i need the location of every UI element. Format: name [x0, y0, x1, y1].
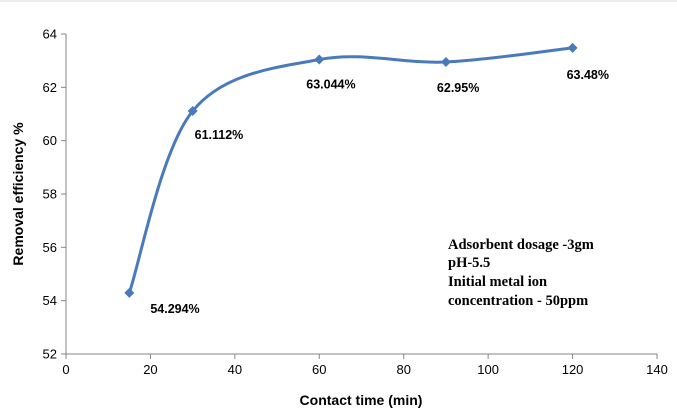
data-point-marker	[567, 42, 578, 53]
data-point-marker	[314, 54, 325, 65]
data-label: 63.044%	[306, 77, 355, 91]
data-point-marker	[124, 287, 135, 298]
y-tick-label: 56	[43, 240, 57, 255]
x-tick-label: 100	[477, 362, 499, 377]
x-axis: 0 20 40 60 80 100 120 140	[62, 353, 668, 377]
data-label: 61.112%	[195, 128, 244, 142]
y-tick-label: 54	[43, 293, 57, 308]
series-line	[127, 46, 573, 294]
data-point-marker	[440, 57, 451, 67]
y-tick-label: 58	[43, 187, 57, 202]
y-tick-label: 64	[43, 27, 57, 42]
x-tick-label: 80	[396, 362, 410, 377]
x-tick-label: 140	[646, 362, 668, 377]
y-tick-label: 52	[43, 347, 57, 362]
y-tick-label: 62	[43, 80, 57, 95]
data-label-layer: 54.294% 61.112% 63.044% 62.95% 63.48%	[150, 68, 609, 316]
y-axis-title: Removal efficiency %	[10, 122, 26, 266]
annotation-line-initial-metal: Initial metal ion	[448, 274, 547, 290]
data-label: 54.294%	[150, 302, 199, 316]
data-label: 62.95%	[437, 81, 479, 95]
data-point-marker	[187, 106, 198, 117]
x-tick-label: 0	[62, 362, 69, 377]
annotation-line-dosage: Adsorbent dosage -3gm	[448, 237, 594, 253]
annotation-box: Adsorbent dosage -3gm pH-5.5 Initial met…	[448, 237, 594, 309]
x-tick-label: 120	[562, 362, 584, 377]
x-tick-label: 20	[143, 362, 157, 377]
y-axis: 52 54 56 58 60 62 64	[43, 27, 67, 362]
y-tick-label: 60	[43, 133, 57, 148]
series-layer	[124, 42, 578, 298]
data-label: 63.48%	[567, 68, 609, 82]
x-axis-title: Contact time (min)	[300, 392, 423, 408]
annotation-line-concentration: concentration - 50ppm	[448, 293, 588, 309]
annotation-line-ph: pH-5.5	[448, 255, 490, 271]
x-tick-label: 40	[228, 362, 242, 377]
x-tick-label: 60	[312, 362, 326, 377]
